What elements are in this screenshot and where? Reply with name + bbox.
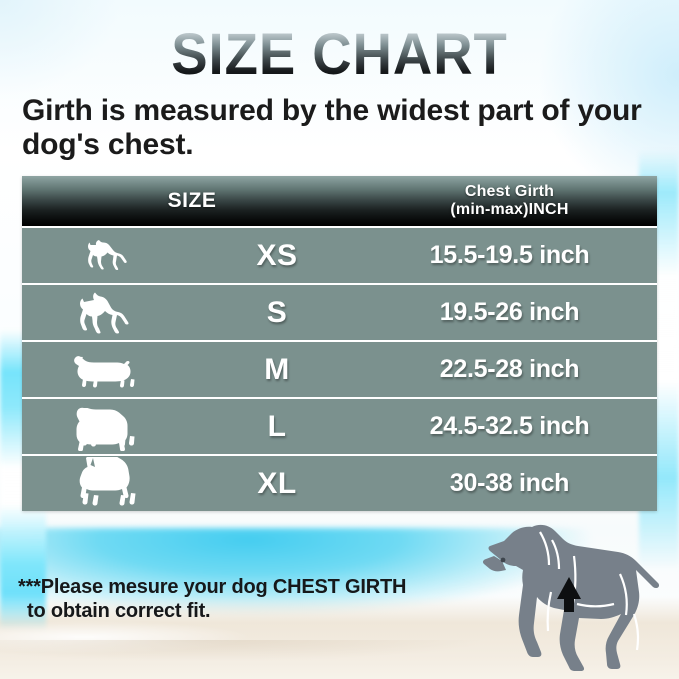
size-chart-table: SIZE Chest Girth (min-max)INCH XS 15.5-1…	[22, 176, 657, 511]
dog-greatdane-xl-icon	[79, 456, 136, 505]
girth-value: 24.5-32.5 inch	[429, 412, 590, 440]
table-header-row: SIZE Chest Girth (min-max)INCH	[22, 176, 657, 226]
dog-chihuahua-s-icon	[80, 292, 129, 333]
page-title: SIZE CHART	[20, 26, 658, 84]
page-subtitle: Girth is measured by the widest part of …	[22, 94, 642, 162]
dog-mastiff-l-icon	[76, 407, 135, 451]
dog-side-view-with-chest-girth-arrow	[482, 524, 660, 671]
column-header-chest-girth: Chest Girth (min-max)INCH	[362, 183, 657, 219]
table-row: S 19.5-26 inch	[22, 283, 657, 340]
size-label: XL	[257, 466, 297, 500]
girth-value: 19.5-26 inch	[439, 298, 580, 326]
table-row: M 22.5-28 inch	[22, 340, 657, 397]
column-header-chest-girth-line2: (min-max)INCH	[450, 201, 569, 218]
background-foam	[0, 612, 420, 662]
column-header-size: SIZE	[167, 189, 217, 212]
chest-girth-arrow-icon	[557, 577, 581, 612]
girth-value: 30-38 inch	[449, 469, 570, 497]
dog-chihuahua-xs-icon	[88, 239, 127, 270]
size-row-icon-cell	[22, 292, 192, 334]
footer-note-line1: ***Please mesure your dog CHEST GIRTH	[18, 576, 407, 598]
size-label: M	[264, 352, 290, 386]
table-row: XS 15.5-19.5 inch	[22, 226, 657, 283]
footer-note: ***Please mesure your dog CHEST GIRTH to…	[18, 575, 488, 624]
size-row-icon-cell	[22, 456, 192, 511]
size-label: S	[266, 295, 288, 329]
table-row: L 24.5-32.5 inch	[22, 397, 657, 454]
size-label: L	[267, 409, 287, 443]
girth-value: 15.5-19.5 inch	[429, 241, 590, 269]
table-row: XL 30-38 inch	[22, 454, 657, 511]
girth-value: 22.5-28 inch	[439, 355, 580, 383]
background-sky-left	[0, 0, 200, 150]
size-label: XS	[256, 238, 298, 272]
size-row-icon-cell	[22, 403, 192, 451]
size-row-icon-cell	[22, 238, 192, 274]
size-row-icon-cell	[22, 350, 192, 390]
column-header-chest-girth-line1: Chest Girth	[464, 183, 555, 201]
dog-dachshund-m-icon	[74, 355, 135, 387]
footer-note-line2: to obtain correct fit.	[27, 600, 211, 623]
